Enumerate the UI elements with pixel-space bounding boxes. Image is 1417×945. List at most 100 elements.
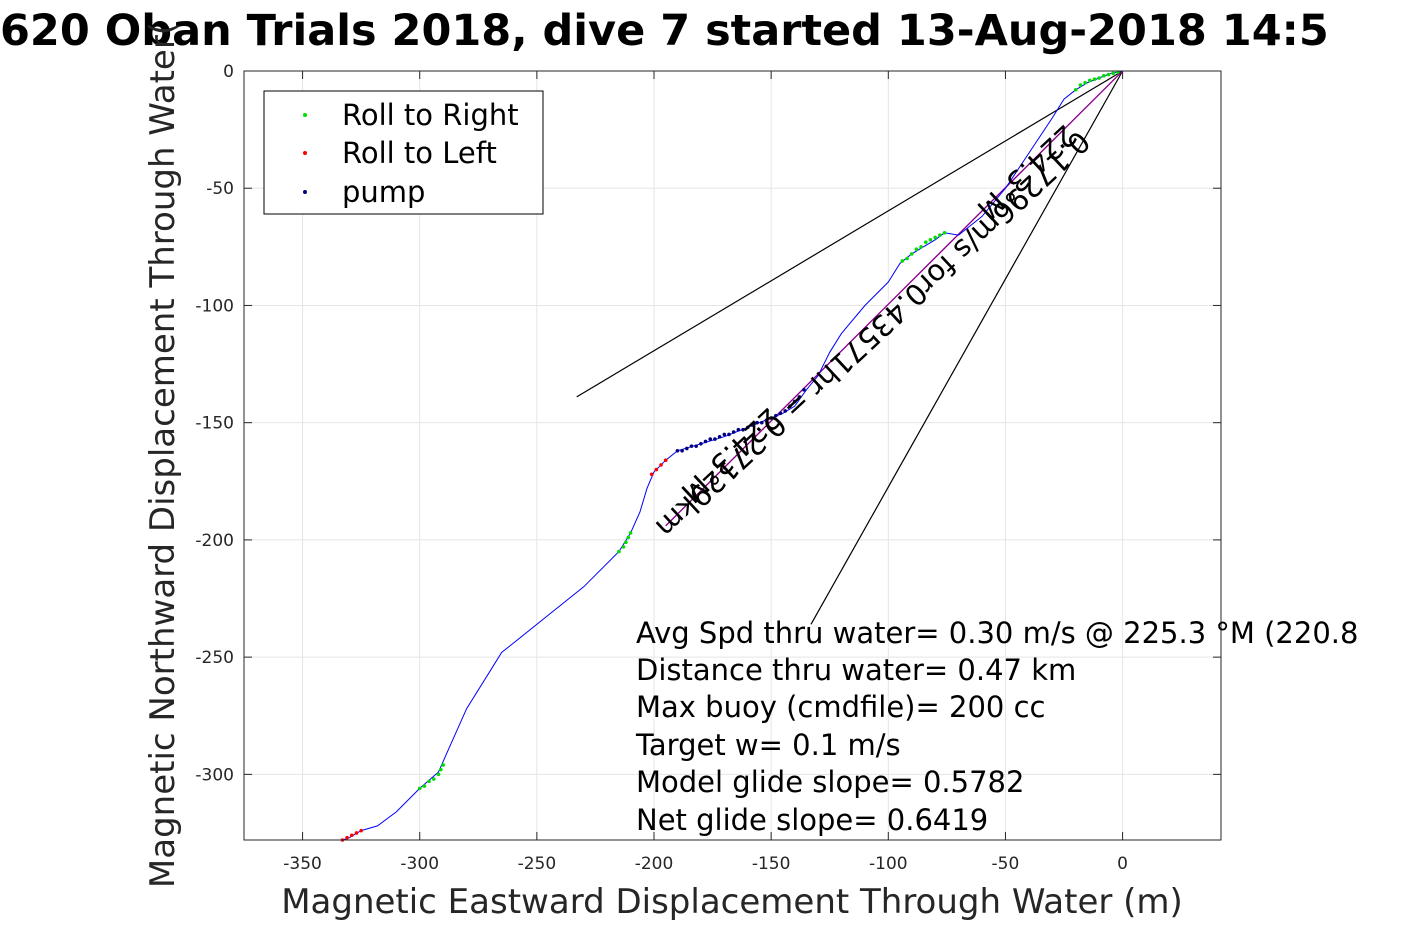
roll-left-point [649, 472, 654, 477]
stat-max-buoy: Max buoy (cmdfile)= 200 cc [636, 690, 1045, 724]
legend-marker-roll-left [303, 151, 307, 155]
pump-point [675, 449, 680, 453]
x-tick-label: -150 [752, 854, 791, 874]
chart-title: 620 Oban Trials 2018, dive 7 started 13-… [0, 6, 1329, 56]
roll-right-point [942, 230, 947, 235]
x-tick-label: -200 [635, 854, 674, 874]
y-tick-label: -300 [195, 765, 234, 785]
pump-point [764, 418, 769, 423]
x-tick-label: -250 [518, 854, 557, 874]
roll-right-point [938, 233, 942, 237]
roll-right-point [621, 545, 626, 549]
roll-right-point [914, 247, 919, 251]
pump-point [792, 399, 797, 404]
pump-point [699, 441, 703, 446]
roll-right-point [436, 772, 441, 777]
stat-distance: Distance thru water= 0.47 km [636, 653, 1076, 687]
pump-point [769, 416, 773, 420]
pump-point [685, 446, 689, 451]
stat-target-w: Target w= 0.1 m/s [635, 728, 901, 762]
pump-point [731, 430, 736, 434]
pump-point [689, 444, 694, 448]
roll-right-point [626, 535, 631, 540]
roll-right-point [928, 238, 933, 242]
ticks: -350 -300 -250 -200 -150 -100 -50 0 0 -50 -100 -150… [195, 62, 1221, 874]
pump-point [694, 444, 698, 448]
roll-right-point [1097, 76, 1101, 80]
y-tick-label: -200 [195, 531, 234, 551]
roll-right-point [439, 767, 443, 772]
roll-right-point [617, 549, 621, 554]
x-tick-label: 0 [1117, 854, 1128, 874]
roll-right-point [1111, 71, 1116, 76]
roll-right-point [1087, 78, 1092, 83]
pump-point [713, 437, 717, 441]
y-tick-label: -50 [206, 179, 234, 199]
stat-model-glide: Model glide slope= 0.5782 [636, 765, 1024, 799]
y-axis-label: Magnetic Northward Displacement Through … [143, 22, 183, 888]
pump-point [797, 395, 802, 399]
y-tick-label: -250 [195, 648, 234, 668]
pump-point [783, 409, 788, 413]
y-tick-label: -150 [195, 414, 234, 434]
stats-block: Avg Spd thru water= 0.30 m/s @ 225.3 °M … [635, 616, 1358, 837]
pump-point [736, 427, 741, 432]
roll-right-point [900, 259, 905, 263]
x-tick-label: -50 [992, 854, 1020, 874]
roll-left-point [659, 463, 663, 467]
roll-right-point [919, 245, 923, 249]
legend-marker-roll-right [303, 113, 307, 117]
roll-right-point [427, 779, 431, 784]
legend-label-roll-right: Roll to Right [342, 98, 519, 132]
roll-right-point [1083, 80, 1087, 85]
pump-point [750, 423, 755, 427]
roll-left-point [663, 458, 668, 462]
pump-point [745, 425, 750, 430]
legend-label-pump: pump [342, 175, 425, 209]
x-axis-label: Magnetic Eastward Displacement Through W… [281, 882, 1183, 922]
roll-right-point [933, 235, 937, 240]
roll-right-point [923, 240, 928, 244]
y-tick-label: -100 [195, 296, 234, 316]
legend-marker-pump [303, 190, 307, 194]
heading-lines [576, 70, 1124, 625]
roll-left-point [654, 467, 659, 472]
roll-right-point [624, 540, 628, 545]
roll-right-point [909, 252, 914, 256]
x-tick-label: -300 [400, 854, 439, 874]
roll-left-point [349, 833, 354, 838]
roll-right-point [1078, 83, 1083, 87]
pump-point [708, 437, 713, 441]
heading-line [810, 70, 1124, 625]
pump-point [741, 427, 745, 432]
roll-right-point [422, 784, 427, 788]
x-tick-label: -350 [283, 854, 322, 874]
pump-point [788, 404, 792, 409]
roll-right-point [1073, 87, 1078, 92]
pump-point [703, 439, 708, 444]
markers [340, 70, 1120, 842]
stat-net-glide: Net glide slope= 0.6419 [636, 803, 988, 837]
pump-point [755, 420, 759, 425]
roll-left-point [354, 831, 359, 835]
legend: Roll to Right Roll to Left pump [263, 90, 544, 215]
roll-left-point [359, 828, 363, 833]
pump-point [774, 413, 778, 418]
y-tick-label: 0 [223, 62, 234, 82]
roll-right-point [417, 786, 422, 791]
roll-right-point [1092, 77, 1097, 82]
pump-point [802, 388, 806, 392]
stat-avg-speed: Avg Spd thru water= 0.30 m/s @ 225.3 °M … [636, 616, 1358, 650]
plot-frame [243, 70, 1222, 841]
pump-point [717, 434, 722, 439]
roll-right-point [441, 763, 445, 767]
roll-right-point [1106, 72, 1111, 77]
pump-point [759, 420, 764, 425]
heading-line [576, 70, 1123, 398]
x-tick-label: -100 [869, 854, 908, 874]
roll-right-point [431, 777, 436, 781]
roll-left-point [345, 835, 349, 840]
pump-point [727, 432, 731, 437]
roll-right-point [628, 531, 633, 535]
